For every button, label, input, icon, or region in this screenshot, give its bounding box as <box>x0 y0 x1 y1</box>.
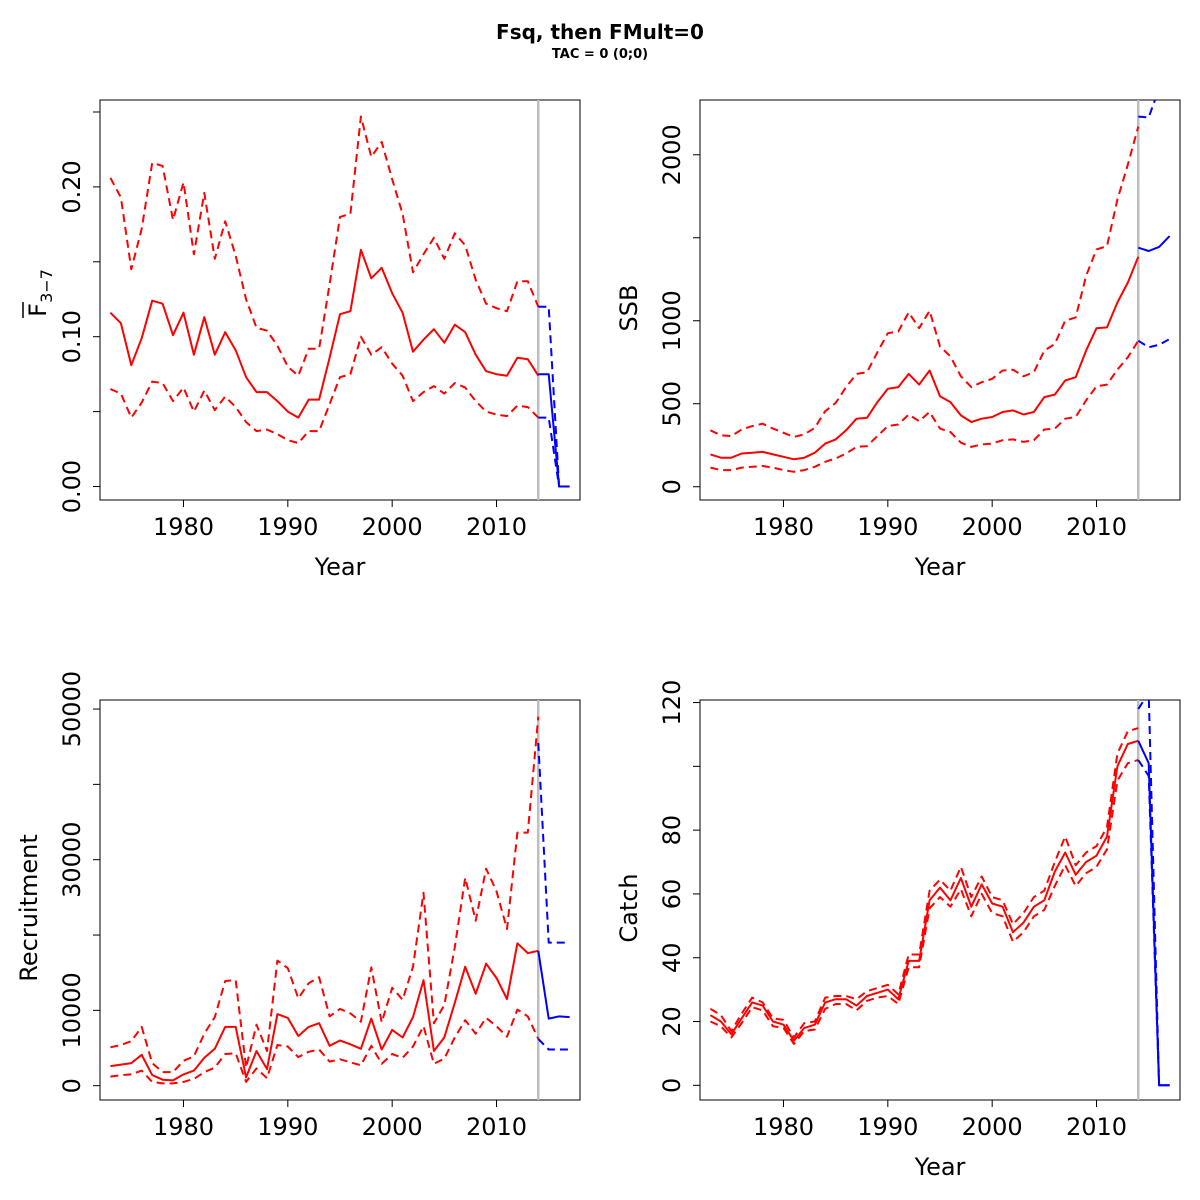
y-tick-label: 80 <box>658 815 686 846</box>
y-axis-label: Recruitment <box>15 834 43 981</box>
plot-frame <box>99 99 581 501</box>
x-tick-label: 1980 <box>153 513 214 541</box>
history-lower-line <box>110 1008 540 1085</box>
x-tick-label: 2000 <box>362 513 423 541</box>
x-axis-label: Year <box>914 553 966 581</box>
x-axis-label: Year <box>914 1153 966 1181</box>
x-tick-label: 2000 <box>962 1113 1023 1141</box>
history-upper-line <box>709 126 1140 438</box>
y-axis-label-sub: 3−7 <box>37 269 56 303</box>
y-tick-label: 50000 <box>58 671 86 747</box>
y-tick-label: 120 <box>658 680 686 726</box>
y-axis-label: SSB <box>615 285 643 332</box>
history-estimate-line <box>110 942 539 1082</box>
plot-frame <box>699 699 1181 1101</box>
x-tick-label: 2000 <box>362 1113 423 1141</box>
x-tick-label: 2010 <box>466 1113 527 1141</box>
y-tick-label: 20 <box>658 1006 686 1037</box>
x-tick-label: 1980 <box>753 513 814 541</box>
y-tick-label: 30000 <box>58 822 86 898</box>
history-upper-line <box>709 727 1139 1039</box>
history-lower-line <box>710 340 1140 473</box>
history-upper-line <box>109 115 540 377</box>
chart-subtitle: TAC = 0 (0;0) <box>551 47 649 62</box>
history-lower-line <box>110 335 540 445</box>
forecast-estimate-line <box>537 950 570 1020</box>
x-tick-label: 1980 <box>753 1113 814 1141</box>
y-tick-label: 0 <box>658 479 686 494</box>
forecast-estimate-line <box>1137 740 1170 1087</box>
plot-area <box>709 700 1170 1100</box>
history-lower-line <box>709 759 1139 1045</box>
x-tick-label: 1990 <box>857 1113 918 1141</box>
y-tick-label: 2000 <box>658 124 686 185</box>
panel-ssb: 1980 1990 2000 2010 0 500 1000 2000 Year SSB <box>615 99 1181 581</box>
forecast-upper-line <box>538 305 570 488</box>
y-axis-label: F3−7 <box>22 269 56 318</box>
y-axis-label: Catch <box>615 873 643 942</box>
y-tick-label: 10000 <box>58 972 86 1048</box>
history-estimate-line <box>710 256 1140 461</box>
x-tick-label: 1980 <box>153 1113 214 1141</box>
forecast-upper-line <box>1138 100 1157 119</box>
forecast-lower-line <box>537 1038 570 1051</box>
forecast-estimate-line <box>1137 235 1171 252</box>
plot-area <box>709 100 1171 500</box>
history-upper-line <box>110 716 540 1074</box>
x-tick-label: 1990 <box>857 513 918 541</box>
history-estimate-line <box>709 739 1139 1042</box>
y-tick-label: 0 <box>658 1078 686 1093</box>
x-tick-label: 2010 <box>1066 513 1127 541</box>
y-tick-label: 0.20 <box>58 160 86 213</box>
plot-area <box>110 700 570 1100</box>
y-tick-label: 60 <box>658 879 686 910</box>
y-tick-label: 1000 <box>658 290 686 351</box>
y-tick-label: 0 <box>58 1078 86 1093</box>
y-tick-label: 40 <box>658 942 686 973</box>
forecast-upper-line <box>537 742 570 944</box>
x-tick-label: 2010 <box>466 513 527 541</box>
y-tick-label: 500 <box>658 381 686 427</box>
x-axis-label: Year <box>314 553 366 581</box>
panel-catch: 1980 1990 2000 2010 0 20 40 60 80 120 Year Catch <box>615 680 1181 1181</box>
x-tick-label: 2000 <box>962 513 1023 541</box>
y-tick-label: 0.10 <box>58 310 86 363</box>
forecast-estimate-line <box>538 373 570 488</box>
panel-fbar: 1980 1990 2000 2010 0.00 0.10 0.20 Year F3−7 <box>22 99 581 581</box>
x-tick-label: 1990 <box>257 513 318 541</box>
y-tick-label: 0.00 <box>58 460 86 513</box>
x-tick-label: 2010 <box>1066 1113 1127 1141</box>
x-tick-label: 1990 <box>257 1113 318 1141</box>
panel-recruitment: 1980 1990 2000 2010 0 10000 30000 50000 Recruitm… <box>15 671 581 1141</box>
forecast-lower-line <box>1137 338 1171 349</box>
plot-area <box>109 100 570 500</box>
plot-frame <box>699 99 1181 501</box>
y-axis-label-main: F <box>24 303 52 317</box>
plot-frame <box>99 699 581 1101</box>
chart-title: Fsq, then FMult=0 <box>496 20 704 44</box>
history-estimate-line <box>109 248 540 419</box>
